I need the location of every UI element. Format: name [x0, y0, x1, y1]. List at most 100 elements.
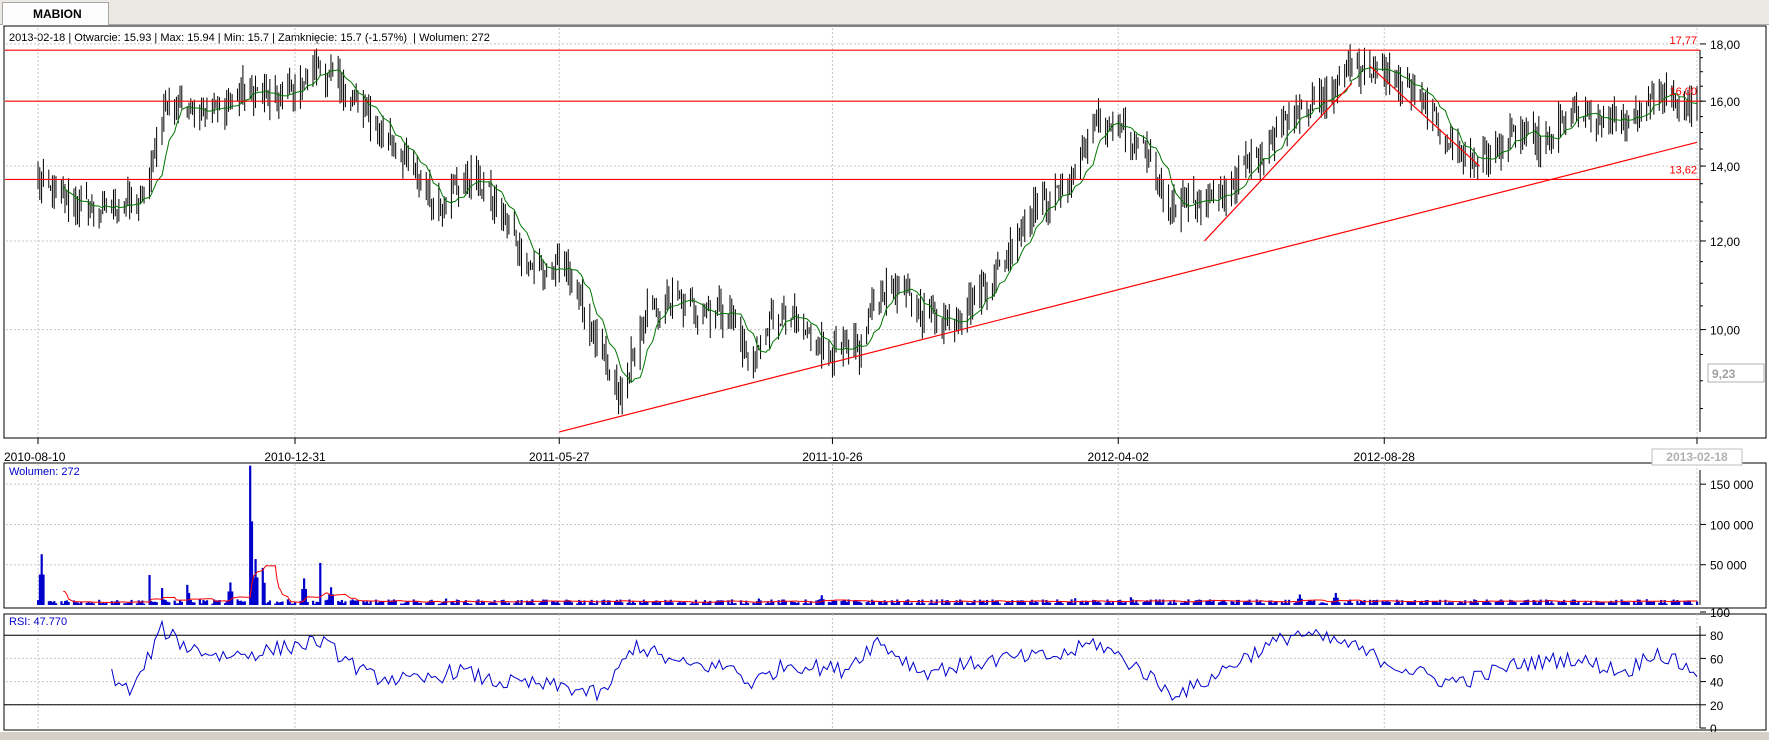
volume-bar — [1613, 602, 1616, 605]
volume-bar — [392, 599, 396, 605]
volume-bar — [47, 601, 50, 605]
tab-mabion[interactable]: MABION — [2, 2, 109, 25]
volume-bar — [845, 602, 849, 605]
volume-bar — [1036, 602, 1039, 605]
volume-bar — [1408, 602, 1411, 605]
volume-bar — [820, 595, 823, 605]
volume-bar — [905, 600, 908, 605]
volume-bar — [187, 592, 191, 605]
volume-bar — [795, 603, 798, 605]
volume-bar — [1172, 599, 1176, 605]
volume-bar — [1489, 602, 1492, 605]
volume-bar — [1307, 600, 1310, 605]
volume-bar — [1217, 602, 1221, 605]
volume-bar — [407, 601, 410, 605]
volume-bar — [331, 594, 334, 605]
volume-bar — [928, 603, 931, 605]
volume-bar — [1023, 602, 1026, 605]
rsi-y-tick-label: 40 — [1710, 676, 1724, 690]
info-open-label: Otwarcie — [74, 32, 118, 44]
volume-bar — [105, 602, 108, 605]
volume-bar — [38, 574, 41, 605]
volume-bar — [1043, 602, 1046, 605]
volume-bar — [1110, 603, 1113, 605]
info-max-label: Max — [160, 32, 182, 44]
volume-bar — [263, 582, 266, 605]
volume-bar — [1338, 602, 1341, 605]
volume-bar — [755, 601, 759, 605]
volume-bar — [213, 599, 216, 605]
volume-bar — [153, 601, 157, 605]
level-label: 13,62 — [1669, 164, 1697, 176]
volume-bar — [782, 599, 786, 605]
volume-bar — [883, 600, 886, 605]
volume-bar — [205, 600, 209, 605]
volume-bar — [1683, 600, 1686, 605]
volume-bar — [236, 599, 239, 605]
volume-bar — [1449, 602, 1452, 605]
volume-bar — [101, 602, 104, 605]
volume-bar — [1559, 602, 1562, 605]
volume-bar — [1672, 599, 1675, 605]
volume-bar — [1181, 602, 1185, 605]
volume-bar — [693, 603, 696, 605]
volume-y-tick-label: 100 000 — [1710, 518, 1754, 532]
moving-average-line — [62, 67, 1698, 383]
volume-bar — [556, 601, 559, 605]
volume-bar — [1300, 598, 1303, 605]
volume-bar — [1259, 600, 1262, 605]
volume-bar — [628, 599, 631, 605]
volume-bar — [1030, 599, 1034, 605]
volume-bar — [1145, 600, 1149, 605]
volume-bar — [1275, 601, 1278, 605]
volume-bar — [815, 600, 818, 605]
volume-bar — [1600, 601, 1603, 605]
info-change: (-1.57%) — [364, 32, 408, 44]
volume-bar — [1507, 603, 1510, 605]
volume-bar — [276, 601, 279, 605]
volume-bar — [250, 521, 254, 605]
volume-bar — [1007, 601, 1010, 605]
volume-bar — [1562, 599, 1566, 605]
volume-bar — [1687, 600, 1690, 605]
volume-bar — [980, 601, 983, 605]
volume-bar — [1368, 599, 1372, 605]
volume-bar — [376, 602, 379, 605]
volume-bar — [639, 601, 642, 605]
volume-bar — [313, 603, 316, 605]
volume-bar — [193, 602, 196, 605]
volume-bar — [1422, 603, 1425, 605]
volume-bar — [1548, 603, 1551, 605]
volume-bar — [1674, 600, 1677, 605]
volume-bar — [734, 603, 737, 605]
volume-bar — [854, 599, 858, 605]
volume-bar — [74, 602, 77, 605]
info-min-label: Min — [223, 32, 242, 44]
volume-bar — [387, 599, 390, 605]
volume-average-line — [63, 565, 1697, 604]
volume-bar — [338, 602, 342, 605]
volume-bar — [716, 600, 719, 605]
volume-bar — [515, 601, 518, 605]
volume-bar — [1322, 602, 1325, 605]
volume-bar — [328, 594, 331, 605]
volume-bar — [766, 601, 769, 605]
volume-bar — [590, 599, 593, 605]
volume-bar — [1018, 600, 1021, 605]
volume-bar — [1323, 603, 1327, 605]
volume-bar — [1135, 600, 1138, 605]
volume-bar — [128, 602, 131, 605]
volume-bar — [315, 601, 318, 605]
volume-bar — [579, 600, 583, 605]
volume-bar — [1205, 600, 1208, 605]
volume-bar — [256, 577, 259, 605]
volume-bar — [214, 600, 218, 605]
volume-bar — [853, 600, 856, 605]
volume-bar — [944, 600, 947, 605]
volume-bar — [1061, 603, 1064, 605]
volume-bar — [1447, 602, 1451, 605]
volume-bar — [450, 601, 453, 605]
volume-bar — [601, 600, 604, 605]
volume-bar — [1435, 601, 1438, 605]
